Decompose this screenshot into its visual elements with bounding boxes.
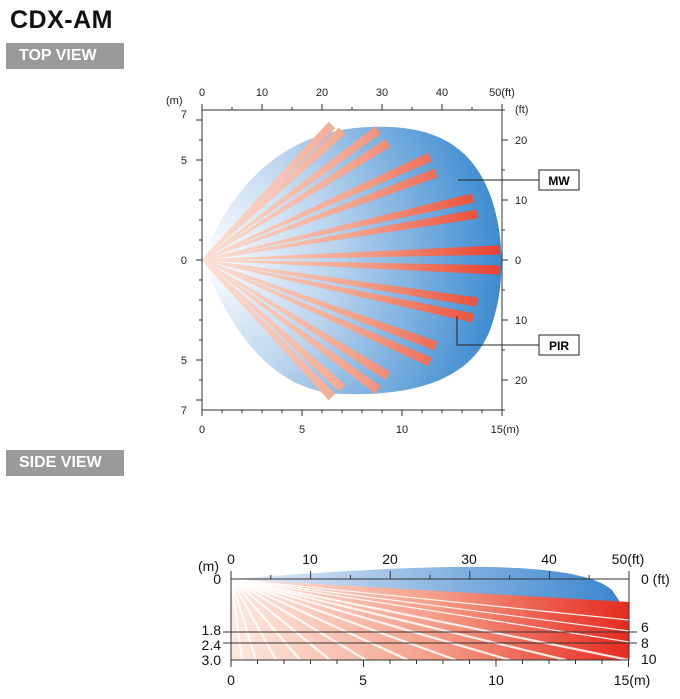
pir-beam — [201, 259, 501, 275]
side-beam-gap — [230, 577, 567, 662]
pir-label: PIR — [549, 339, 569, 353]
side-right-axis-ft-label: 6 — [641, 619, 649, 635]
right-axis-ft-label: 20 — [515, 375, 527, 387]
left-axis-m-label: 5 — [181, 155, 187, 167]
pir-beam — [201, 245, 501, 261]
top-view-ticks — [196, 104, 508, 416]
side-beam-gap — [230, 577, 511, 662]
side-top-axis-ft-label: 0 — [227, 551, 235, 567]
side-bottom-axis-m-label: 0 — [227, 672, 235, 688]
pir-beam — [201, 259, 346, 392]
side-left-axis-m-label: 3.0 — [202, 652, 222, 668]
left-axis-m-label: 0 — [181, 255, 187, 267]
pir-beam — [201, 259, 478, 307]
bottom-axis-m-label: 10 — [396, 424, 408, 436]
side-pir-beams — [229, 577, 630, 662]
bottom-axis-m-label: 15(m) — [491, 424, 520, 436]
side-top-axis-ft-label: 20 — [382, 551, 398, 567]
pir-beam — [201, 209, 478, 261]
page-title: CDX-AM — [10, 6, 113, 34]
pir-beam — [201, 259, 474, 323]
side-beam-gap — [230, 578, 630, 621]
top-axis-ft-label: 40 — [436, 87, 448, 99]
left-axis-m-label: 7 — [181, 109, 187, 121]
pir-beam — [201, 127, 346, 261]
side-beam-gap — [230, 578, 331, 661]
side-top-axis-ft-label: 40 — [541, 551, 557, 567]
side-left-axis-m-label: 0 — [213, 571, 221, 587]
side-beam-gap — [230, 577, 457, 662]
top-view-tag: TOP VIEW — [6, 43, 124, 69]
top-axis-ft-label: 50(ft) — [489, 87, 515, 99]
side-right-axis-ft-label: 10 — [641, 651, 657, 667]
side-right-axis-ft-label: 0 (ft) — [641, 571, 670, 587]
side-bottom-axis-m-label: 15(m) — [614, 672, 651, 688]
side-unit-m: (m) — [198, 558, 219, 574]
side-beam-gap — [230, 578, 630, 632]
top-axis-ft-label: 20 — [316, 87, 328, 99]
top-axis-ft-label: 30 — [376, 87, 388, 99]
bottom-axis-m-label: 0 — [199, 424, 205, 436]
side-top-axis-ft-label: 10 — [302, 551, 318, 567]
side-left-axis-m-label: 1.8 — [202, 622, 222, 638]
pir-leader-line — [456, 316, 539, 346]
mw-label-box — [538, 169, 580, 191]
side-beam-gap — [230, 578, 277, 661]
right-axis-ft-label: 20 — [515, 135, 527, 147]
pir-beam — [201, 139, 391, 261]
side-top-axis-ft-label: 50(ft) — [612, 551, 645, 567]
pir-beam — [201, 259, 438, 351]
side-beam-gap — [229, 578, 244, 661]
side-beam-gap — [230, 578, 301, 661]
side-mw-coverage — [231, 566, 620, 602]
top-right-unit-ft: (ft) — [515, 104, 528, 116]
side-bottom-axis-m-label: 5 — [359, 672, 367, 688]
left-axis-m-label: 5 — [181, 355, 187, 367]
side-beam-gap — [230, 578, 367, 661]
mw-label: MW — [548, 174, 570, 188]
pir-beam — [201, 259, 381, 394]
pir-beam — [201, 121, 336, 261]
top-view-chart: (m) (ft) 0 10 20 30 40 50(ft) 0 5 10 15(… — [166, 87, 580, 436]
side-view-chart: (m) 0 10 20 30 40 50(ft) 0 5 10 15(m) 0 … — [198, 551, 670, 688]
side-beam-gap — [230, 577, 409, 662]
pir-beam — [201, 152, 432, 261]
pir-beam — [201, 193, 475, 261]
side-beam-gap — [229, 578, 258, 661]
side-bottom-axis-m-label: 10 — [488, 672, 504, 688]
right-axis-ft-label: 10 — [515, 195, 527, 207]
pir-beam — [201, 259, 391, 380]
side-view-tag: SIDE VIEW — [6, 450, 124, 476]
left-axis-m-label: 7 — [181, 405, 187, 417]
pir-beam — [201, 126, 381, 261]
right-axis-ft-label: 0 — [515, 255, 521, 267]
pir-label-box — [538, 334, 580, 356]
pir-beams — [201, 121, 501, 401]
pir-beam — [201, 259, 432, 367]
top-axis-ft-label: 10 — [256, 87, 268, 99]
pir-beam — [201, 168, 438, 261]
top-axis-ft-label: 0 — [199, 87, 205, 99]
top-left-unit-m: (m) — [166, 95, 183, 107]
side-top-axis-ft-label: 30 — [461, 551, 477, 567]
side-left-axis-m-label: 2.4 — [202, 637, 222, 653]
side-view-ticks — [230, 571, 630, 667]
bottom-axis-m-label: 5 — [299, 424, 305, 436]
right-axis-ft-label: 10 — [515, 315, 527, 327]
pir-beam — [201, 259, 336, 401]
side-right-axis-ft-label: 8 — [641, 635, 649, 651]
side-beam-gap — [230, 577, 630, 662]
